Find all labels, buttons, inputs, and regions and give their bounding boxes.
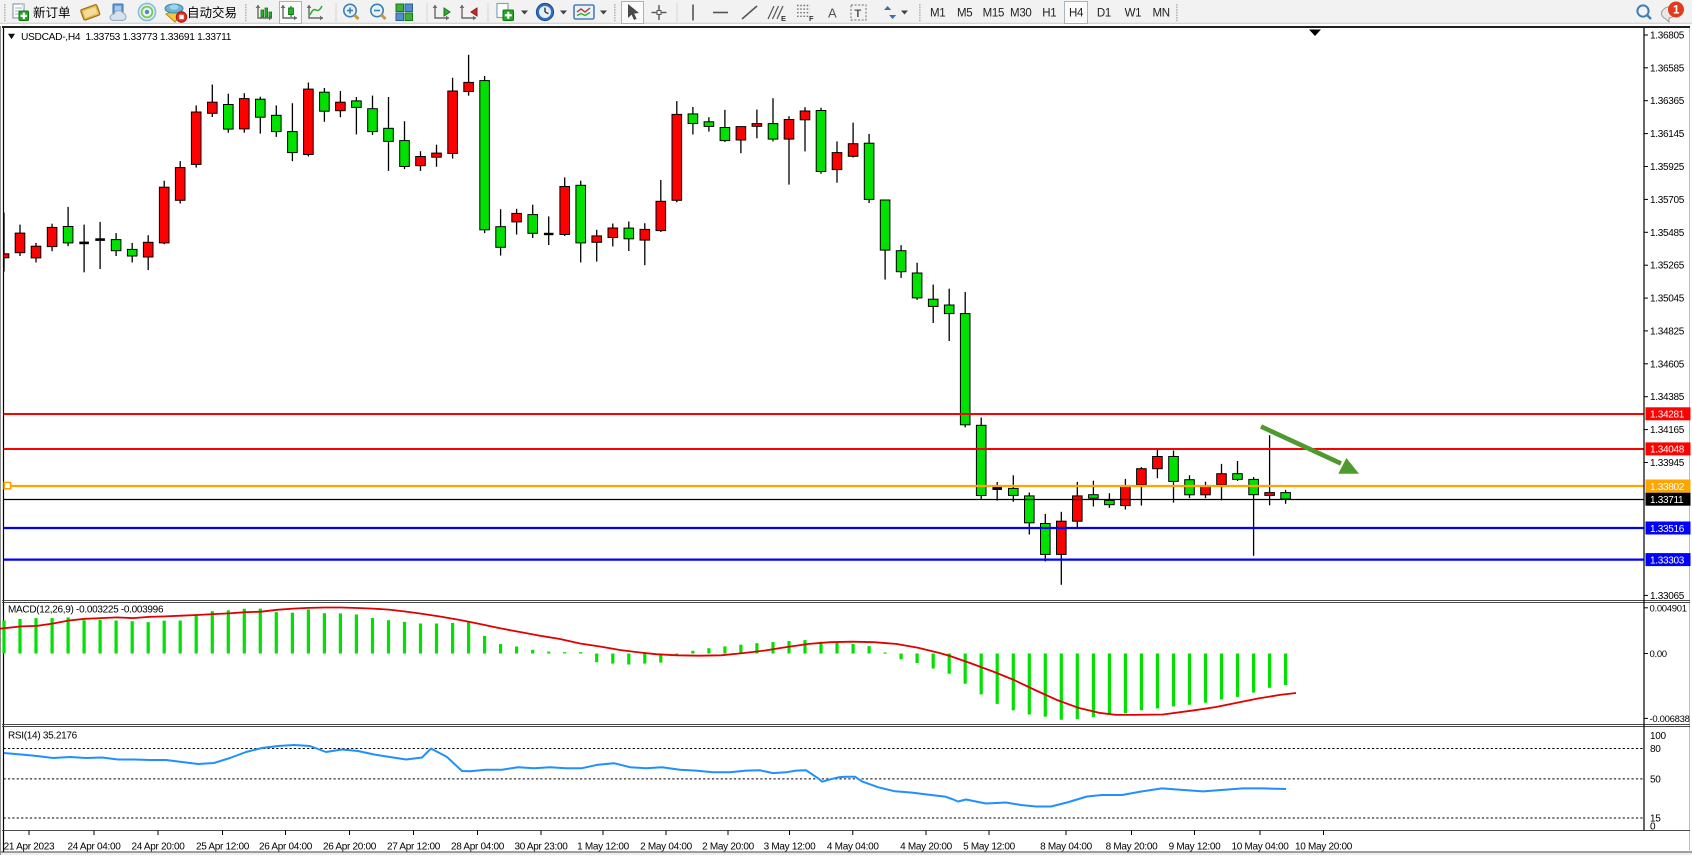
svg-text:26 Apr 20:00: 26 Apr 20:00 <box>323 841 377 852</box>
svg-text:21 Apr 2023: 21 Apr 2023 <box>4 841 55 852</box>
svg-text:H4: H4 <box>1069 8 1084 20</box>
svg-text:1.36805: 1.36805 <box>1650 31 1685 42</box>
svg-text:0.00: 0.00 <box>1650 649 1667 660</box>
svg-text:1.34385: 1.34385 <box>1650 392 1685 403</box>
svg-text:F: F <box>809 14 814 23</box>
svg-text:新订单: 新订单 <box>33 5 71 20</box>
svg-text:1.34165: 1.34165 <box>1650 425 1685 436</box>
svg-text:1.33711: 1.33711 <box>1650 495 1684 506</box>
svg-text:H1: H1 <box>1042 8 1056 20</box>
svg-text:E: E <box>781 14 786 23</box>
svg-text:24 Apr 04:00: 24 Apr 04:00 <box>67 841 121 852</box>
svg-text:10 May 20:00: 10 May 20:00 <box>1295 841 1353 852</box>
svg-text:8 May 20:00: 8 May 20:00 <box>1106 841 1158 852</box>
svg-text:1.33945: 1.33945 <box>1650 458 1685 469</box>
svg-text:1.35045: 1.35045 <box>1650 294 1685 305</box>
svg-text:0.004901: 0.004901 <box>1650 603 1687 614</box>
svg-text:D1: D1 <box>1097 8 1111 20</box>
svg-text:自动交易: 自动交易 <box>187 5 237 20</box>
svg-text:5 May 12:00: 5 May 12:00 <box>963 841 1015 852</box>
svg-text:1.33802: 1.33802 <box>1650 482 1685 493</box>
svg-text:1.33065: 1.33065 <box>1650 591 1685 602</box>
svg-text:25 Apr 12:00: 25 Apr 12:00 <box>196 841 250 852</box>
svg-text:M15: M15 <box>983 8 1004 20</box>
svg-text:27 Apr 12:00: 27 Apr 12:00 <box>387 841 441 852</box>
svg-text:28 Apr 04:00: 28 Apr 04:00 <box>451 841 505 852</box>
svg-text:8 May 04:00: 8 May 04:00 <box>1040 841 1092 852</box>
svg-text:0: 0 <box>1650 821 1656 832</box>
svg-text:1.36145: 1.36145 <box>1650 129 1685 140</box>
svg-text:1.35265: 1.35265 <box>1650 261 1685 272</box>
svg-text:50: 50 <box>1650 774 1661 785</box>
svg-text:1.35705: 1.35705 <box>1650 195 1685 206</box>
svg-text:MACD(12,26,9) -0.003225 -0.003: MACD(12,26,9) -0.003225 -0.003996 <box>8 605 164 616</box>
svg-text:M1: M1 <box>930 8 945 20</box>
svg-text:1.36365: 1.36365 <box>1650 96 1685 107</box>
svg-text:100: 100 <box>1650 731 1667 742</box>
svg-text:1 May 12:00: 1 May 12:00 <box>577 841 629 852</box>
svg-text:1.34281: 1.34281 <box>1650 410 1685 421</box>
svg-text:3 May 12:00: 3 May 12:00 <box>764 841 816 852</box>
svg-text:4 May 04:00: 4 May 04:00 <box>827 841 879 852</box>
svg-text:A: A <box>828 6 837 21</box>
svg-text:M5: M5 <box>957 8 972 20</box>
svg-text:1.34825: 1.34825 <box>1650 326 1685 337</box>
svg-text:80: 80 <box>1650 744 1661 755</box>
svg-text:1.34605: 1.34605 <box>1650 359 1685 370</box>
svg-text:2 May 20:00: 2 May 20:00 <box>702 841 754 852</box>
svg-text:1.34048: 1.34048 <box>1650 445 1685 456</box>
svg-text:26 Apr 04:00: 26 Apr 04:00 <box>259 841 313 852</box>
svg-text:M30: M30 <box>1010 8 1031 20</box>
svg-text:T: T <box>855 8 862 20</box>
svg-text:1.36585: 1.36585 <box>1650 63 1685 74</box>
svg-text:1.33516: 1.33516 <box>1650 524 1685 535</box>
svg-text:1.33303: 1.33303 <box>1650 555 1685 566</box>
svg-text:24 Apr 20:00: 24 Apr 20:00 <box>131 841 185 852</box>
svg-text:4 May 20:00: 4 May 20:00 <box>900 841 952 852</box>
svg-text:1.35925: 1.35925 <box>1650 162 1685 173</box>
svg-text:10 May 04:00: 10 May 04:00 <box>1232 841 1290 852</box>
svg-text:W1: W1 <box>1125 8 1142 20</box>
svg-text:1: 1 <box>1673 5 1680 17</box>
svg-text:2 May 04:00: 2 May 04:00 <box>640 841 692 852</box>
svg-text:-0.006838: -0.006838 <box>1650 714 1690 725</box>
svg-text:15: 15 <box>1650 814 1661 825</box>
svg-text:USDCAD-,H4 1.33753 1.33773 1.: USDCAD-,H4 1.33753 1.33773 1.33691 1.337… <box>21 32 232 43</box>
svg-text:9 May 12:00: 9 May 12:00 <box>1169 841 1221 852</box>
svg-text:MN: MN <box>1152 8 1169 20</box>
svg-text:RSI(14) 35.2176: RSI(14) 35.2176 <box>8 731 78 742</box>
svg-text:30 Apr 23:00: 30 Apr 23:00 <box>514 841 568 852</box>
svg-text:1.35485: 1.35485 <box>1650 228 1685 239</box>
